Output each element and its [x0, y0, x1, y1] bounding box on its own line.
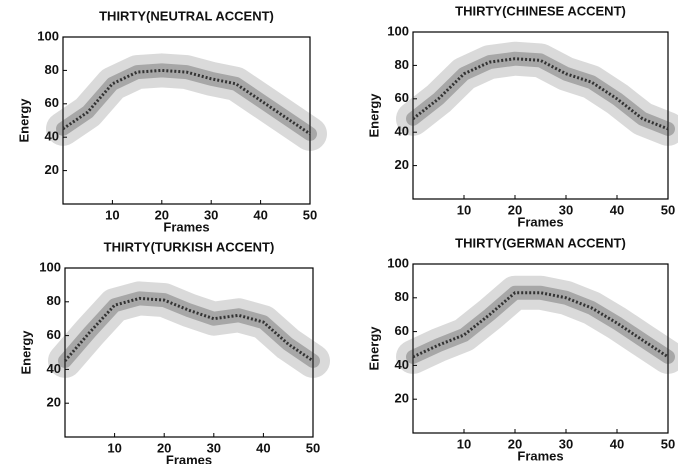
y-tick-label: 60	[45, 95, 59, 110]
chart-title: THIRTY(NEUTRAL ACCENT)	[99, 8, 274, 23]
x-tick-label: 40	[610, 202, 624, 217]
y-tick-label: 40	[45, 129, 59, 144]
y-tick-label: 60	[395, 323, 409, 338]
y-tick-label: 20	[45, 162, 59, 177]
x-tick-label: 50	[303, 207, 317, 222]
energy-ridge	[412, 291, 669, 359]
x-axis-label: Frames	[166, 452, 212, 464]
plot-frame	[64, 267, 314, 438]
x-tick-label: 10	[457, 436, 471, 451]
y-tick-label: 60	[47, 327, 61, 342]
x-tick-label: 30	[207, 440, 221, 455]
x-tick-label: 40	[610, 436, 624, 451]
y-tick-label: 100	[387, 255, 409, 270]
y-tick-label: 100	[39, 259, 61, 274]
y-tick-label: 80	[45, 62, 59, 77]
x-axis-label: Frames	[163, 219, 209, 234]
x-tick-label: 30	[559, 202, 573, 217]
y-tick-label: 80	[395, 57, 409, 72]
x-tick-label: 50	[661, 436, 675, 451]
y-tick-label: 20	[395, 157, 409, 172]
x-tick-label: 20	[508, 436, 522, 451]
y-axis-label: Energy	[366, 326, 381, 371]
y-tick-label: 100	[387, 23, 409, 38]
y-tick-label: 60	[395, 90, 409, 105]
x-tick-label: 10	[107, 440, 121, 455]
y-tick-label: 80	[47, 293, 61, 308]
y-tick-label: 100	[37, 28, 59, 43]
chart-title: THIRTY(CHINESE ACCENT)	[455, 3, 626, 18]
x-tick-label: 40	[253, 207, 267, 222]
x-tick-label: 20	[157, 440, 171, 455]
x-tick-label: 10	[457, 202, 471, 217]
x-tick-label: 40	[256, 440, 270, 455]
x-tick-label: 20	[155, 207, 169, 222]
plot-frame	[412, 31, 669, 200]
energy-ridge	[412, 57, 669, 131]
energy-band-core	[58, 291, 320, 368]
y-tick-label: 40	[395, 124, 409, 139]
x-tick-label: 50	[661, 202, 675, 217]
y-tick-label: 40	[47, 361, 61, 376]
y-axis-label: Energy	[16, 98, 31, 143]
plot-frame	[412, 263, 669, 434]
plot-frame	[62, 36, 311, 205]
y-tick-label: 40	[395, 357, 409, 372]
energy-band	[48, 281, 330, 378]
y-tick-label: 20	[395, 391, 409, 406]
y-tick-label: 20	[47, 395, 61, 410]
x-tick-label: 50	[306, 440, 320, 455]
y-axis-label: Energy	[366, 93, 381, 138]
x-tick-label: 10	[105, 207, 119, 222]
x-axis-label: Frames	[517, 214, 563, 229]
energy-ridge	[62, 68, 311, 136]
x-tick-label: 20	[508, 202, 522, 217]
x-tick-label: 30	[559, 436, 573, 451]
chart-title: THIRTY(GERMAN ACCENT)	[455, 235, 626, 250]
chart-title: THIRTY(TURKISH ACCENT)	[104, 239, 275, 254]
x-tick-label: 30	[204, 207, 218, 222]
y-axis-label: Energy	[18, 330, 33, 375]
x-axis-label: Frames	[517, 448, 563, 463]
y-tick-label: 80	[395, 289, 409, 304]
